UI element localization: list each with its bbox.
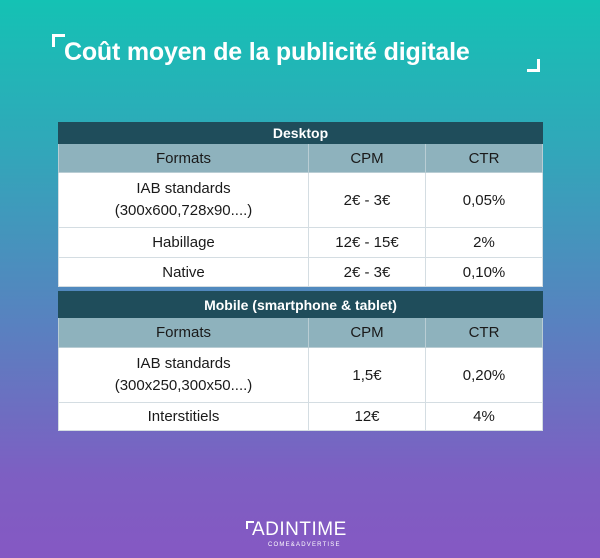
ctr-cell: 0,05%: [424, 172, 544, 228]
logo-name: ADINTIME: [252, 519, 347, 540]
mobile-header-ctr: CTR: [424, 317, 544, 348]
logo-corner-mark: [246, 521, 254, 529]
cpm-cell: 12€: [308, 402, 426, 431]
format-cell: Native: [58, 257, 309, 287]
cpm-cell: 1,5€: [308, 347, 426, 403]
format-name: IAB standards: [136, 180, 231, 197]
cpm-cell: 2€ - 3€: [308, 172, 426, 228]
ctr-cell: 0,10%: [424, 257, 544, 287]
mobile-table: Mobile (smartphone & tablet) Formats CPM…: [57, 291, 544, 431]
ctr-cell: 0,20%: [424, 347, 544, 403]
ctr-cell: 2%: [424, 227, 544, 258]
adintime-logo: ADINTIME COME&ADVERTISE: [246, 519, 356, 551]
desktop-header-cpm: CPM: [308, 143, 426, 173]
title-frame: Coût moyen de la publicité digitale: [52, 34, 540, 72]
mobile-section-row: Mobile (smartphone & tablet): [57, 291, 544, 318]
table-row: Native 2€ - 3€ 0,10%: [58, 257, 544, 287]
table-row: Interstitiels 12€ 4%: [58, 402, 544, 431]
format-name: IAB standards: [136, 355, 231, 372]
table-row: Habillage 12€ - 15€ 2%: [58, 227, 544, 258]
page-title: Coût moyen de la publicité digitale: [64, 38, 470, 66]
logo-tagline: COME&ADVERTISE: [268, 542, 341, 548]
format-cell: IAB standards (300x250,300x50....): [58, 347, 309, 403]
ctr-cell: 4%: [424, 402, 544, 431]
format-sizes: (300x250,300x50....): [114, 377, 253, 394]
format-cell: Habillage: [58, 227, 309, 258]
desktop-section-row: Desktop: [57, 122, 544, 144]
mobile-header-cpm: CPM: [308, 317, 426, 348]
desktop-table: Desktop Formats CPM CTR IAB standards (3…: [57, 122, 544, 287]
desktop-header-row: Formats CPM CTR: [58, 143, 544, 173]
format-cell: IAB standards (300x600,728x90....): [58, 172, 309, 228]
format-cell: Interstitiels: [58, 402, 309, 431]
table-row: IAB standards (300x250,300x50....) 1,5€ …: [58, 347, 544, 403]
cpm-cell: 2€ - 3€: [308, 257, 426, 287]
desktop-header-ctr: CTR: [424, 143, 544, 173]
format-sizes: (300x600,728x90....): [114, 202, 253, 219]
title-corner-top-left: [52, 34, 65, 47]
mobile-header-formats: Formats: [58, 317, 309, 348]
title-corner-bottom-right: [527, 59, 540, 72]
desktop-header-formats: Formats: [58, 143, 309, 173]
cpm-cell: 12€ - 15€: [308, 227, 426, 258]
table-row: IAB standards (300x600,728x90....) 2€ - …: [58, 172, 544, 228]
mobile-header-row: Formats CPM CTR: [58, 317, 544, 348]
desktop-section-label: Desktop: [57, 122, 544, 144]
mobile-section-label: Mobile (smartphone & tablet): [57, 291, 544, 318]
